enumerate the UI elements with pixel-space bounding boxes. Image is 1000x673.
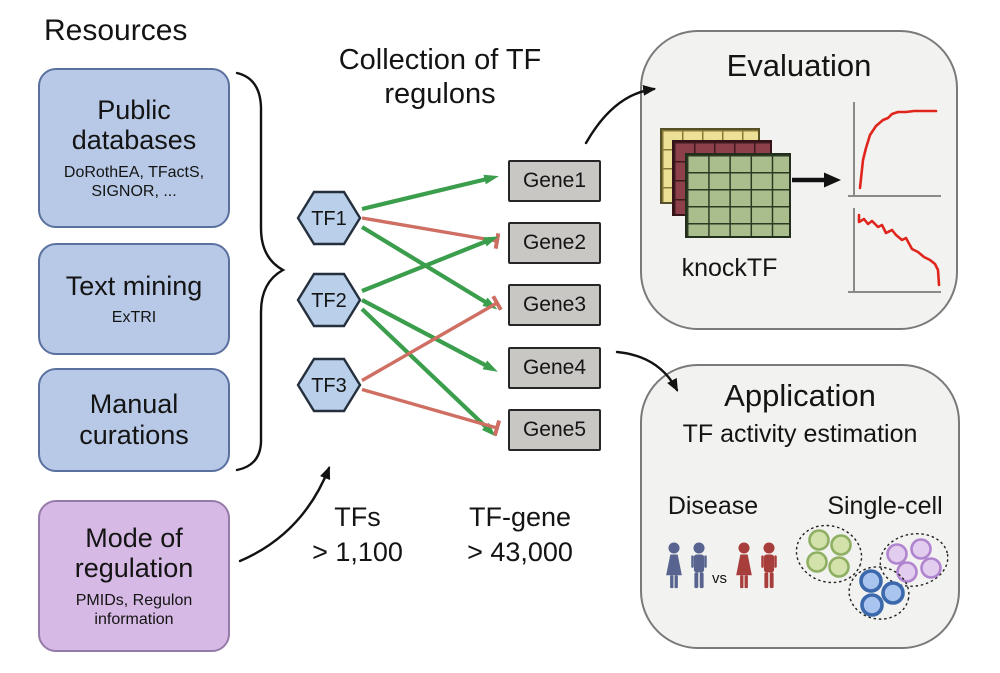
tf-node-tf1 bbox=[296, 190, 362, 246]
resource-box-title: Text mining bbox=[65, 270, 203, 301]
edge-tf2-gene5-activation bbox=[360, 307, 496, 437]
resource-box-subtitle: ExTRI bbox=[111, 309, 157, 327]
stat-tfs: TFs > 1,100 bbox=[295, 500, 420, 570]
edge-tf3-gene5-repression bbox=[361, 387, 502, 437]
cell-cluster-purple bbox=[886, 538, 942, 583]
tf-node-tf2 bbox=[296, 272, 362, 328]
vs-label: vs bbox=[712, 570, 727, 587]
woman-icon bbox=[736, 542, 752, 589]
collection-heading: Collection of TF regulons bbox=[338, 44, 542, 110]
roc-curve bbox=[858, 109, 938, 190]
evaluation-heading: Evaluation bbox=[726, 48, 872, 83]
man-icon bbox=[691, 542, 707, 589]
resource-box-title: Manual curations bbox=[79, 389, 189, 450]
edge-tf1-gene1-activation bbox=[361, 174, 499, 212]
application-panel: Application TF activity estimation Disea… bbox=[640, 364, 960, 649]
edge-tf2-gene4-activation bbox=[361, 298, 498, 372]
gene-node-gene1: Gene1 bbox=[508, 160, 601, 202]
disease-label: Disease bbox=[667, 492, 759, 520]
mode-box-subtitle: PMIDs, Regulon information bbox=[75, 592, 193, 629]
mode-of-regulation-box: Mode of regulation PMIDs, Regulon inform… bbox=[38, 500, 230, 652]
edge-tf1-gene2-repression bbox=[361, 216, 501, 250]
expression-matrix-green bbox=[685, 153, 791, 238]
cluster-outline-icon bbox=[879, 533, 949, 587]
edge-tf2-gene2-activation bbox=[361, 236, 499, 293]
cluster-outline-icon bbox=[848, 566, 910, 620]
application-heading: Application bbox=[724, 378, 876, 413]
tf-node-tf3 bbox=[296, 357, 362, 413]
cell-cluster-blue bbox=[859, 569, 905, 617]
arrow-head-icon bbox=[824, 172, 841, 188]
rank-curve bbox=[857, 213, 941, 287]
resources-brace bbox=[235, 71, 286, 472]
tf-node-label: TF1 bbox=[311, 208, 347, 230]
tf-node-label: TF3 bbox=[311, 375, 347, 397]
gene-node-gene2: Gene2 bbox=[508, 222, 601, 264]
stat-label: TF-gene bbox=[468, 502, 572, 532]
gene-node-gene3: Gene3 bbox=[508, 284, 601, 326]
single-cell-clusters bbox=[795, 524, 949, 620]
gene-node-gene4: Gene4 bbox=[508, 347, 601, 389]
cluster-outline-icon bbox=[795, 524, 863, 584]
man-icon bbox=[761, 542, 777, 589]
application-subtitle: TF activity estimation bbox=[682, 420, 918, 448]
tf-node-label: TF2 bbox=[311, 290, 347, 312]
resource-box-title: Public databases bbox=[71, 94, 197, 156]
resource-box-text-mining: Text mining ExTRI bbox=[38, 243, 230, 355]
resources-heading: Resources bbox=[44, 14, 188, 47]
resource-box-manual-curations: Manual curations bbox=[38, 368, 230, 472]
single-cell-label: Single-cell bbox=[827, 492, 943, 520]
mode-box-title: Mode of regulation bbox=[74, 522, 194, 584]
resource-box-public-databases: Public databases DoRothEA, TFactS, SIGNO… bbox=[38, 68, 230, 228]
edge-tf3-gene3-repression bbox=[361, 295, 503, 382]
evaluation-plots bbox=[792, 102, 941, 293]
stat-label: TFs bbox=[334, 502, 381, 532]
resource-box-subtitle: DoRothEA, TFactS, SIGNOR, ... bbox=[63, 164, 205, 201]
stat-value: > 43,000 bbox=[467, 537, 573, 568]
gene-node-gene5: Gene5 bbox=[508, 409, 601, 451]
woman-icon bbox=[666, 542, 682, 589]
evaluation-panel: Evaluation knockTF bbox=[640, 30, 958, 330]
knocktf-label: knockTF bbox=[681, 254, 778, 282]
cell-cluster-green bbox=[806, 529, 852, 578]
stat-value: > 1,100 bbox=[312, 537, 403, 568]
edge-tf1-gene3-activation bbox=[360, 225, 498, 310]
stat-tf-gene: TF-gene > 43,000 bbox=[440, 500, 600, 570]
